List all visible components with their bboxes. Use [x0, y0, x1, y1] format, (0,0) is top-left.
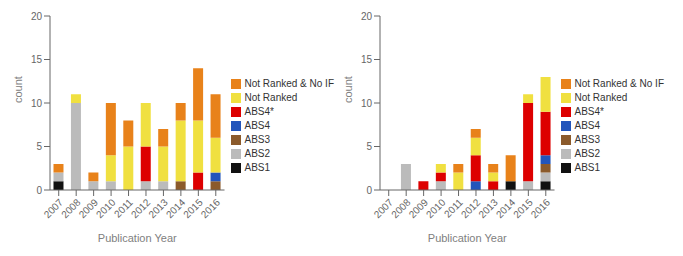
svg-text:2010: 2010 [94, 196, 118, 221]
svg-text:20: 20 [361, 11, 373, 22]
svg-text:10: 10 [31, 98, 43, 109]
svg-text:2007: 2007 [41, 196, 66, 221]
svg-text:2015: 2015 [181, 196, 205, 221]
svg-text:Publication Year: Publication Year [428, 232, 507, 244]
svg-text:10: 10 [361, 98, 373, 109]
svg-text:2016: 2016 [529, 196, 553, 220]
svg-text:2013: 2013 [476, 196, 500, 221]
svg-text:0: 0 [36, 185, 42, 196]
svg-text:2007: 2007 [371, 196, 396, 221]
svg-text:2011: 2011 [442, 196, 465, 220]
svg-text:count: count [342, 76, 354, 103]
svg-text:15: 15 [31, 54, 43, 65]
html-text:Not Ranked & No IF: Not Ranked & No IF [244, 78, 334, 89]
svg-text:5: 5 [366, 141, 372, 152]
html-text:Not Ranked: Not Ranked [244, 92, 298, 103]
svg-text:15: 15 [361, 54, 373, 65]
svg-text:2015: 2015 [511, 196, 535, 221]
svg-text:2010: 2010 [424, 196, 448, 221]
svg-text:2014: 2014 [163, 196, 188, 221]
svg-text:count: count [12, 76, 24, 103]
svg-text:2008: 2008 [59, 196, 83, 221]
svg-text:2012: 2012 [458, 196, 483, 221]
html-text:ABS4: ABS4 [244, 120, 271, 131]
html-text:ABS4: ABS4 [574, 120, 601, 131]
svg-text:2016: 2016 [199, 196, 223, 220]
svg-text:20: 20 [31, 11, 43, 22]
svg-text:2011: 2011 [112, 196, 135, 220]
html-text:ABS2: ABS2 [574, 148, 601, 159]
svg-text:2013: 2013 [146, 196, 170, 221]
html-text:Not Ranked: Not Ranked [574, 92, 628, 103]
svg-text:0: 0 [366, 185, 372, 196]
svg-text:2009: 2009 [76, 196, 101, 221]
svg-text:2009: 2009 [406, 196, 431, 221]
svg-text:2008: 2008 [389, 196, 413, 221]
html-text:ABS3: ABS3 [574, 134, 601, 145]
svg-text:Publication Year: Publication Year [98, 232, 177, 244]
html-text:ABS4*: ABS4* [244, 106, 274, 117]
html-text:ABS1: ABS1 [244, 162, 271, 173]
svg-text:5: 5 [36, 141, 42, 152]
html-text:ABS2: ABS2 [244, 148, 271, 159]
svg-text:2014: 2014 [493, 196, 518, 221]
html-text:ABS4*: ABS4* [574, 106, 604, 117]
html-text:ABS3: ABS3 [244, 134, 271, 145]
html-text:Not Ranked & No IF: Not Ranked & No IF [574, 78, 664, 89]
html-text:ABS1: ABS1 [574, 162, 601, 173]
svg-text:2012: 2012 [128, 196, 153, 221]
